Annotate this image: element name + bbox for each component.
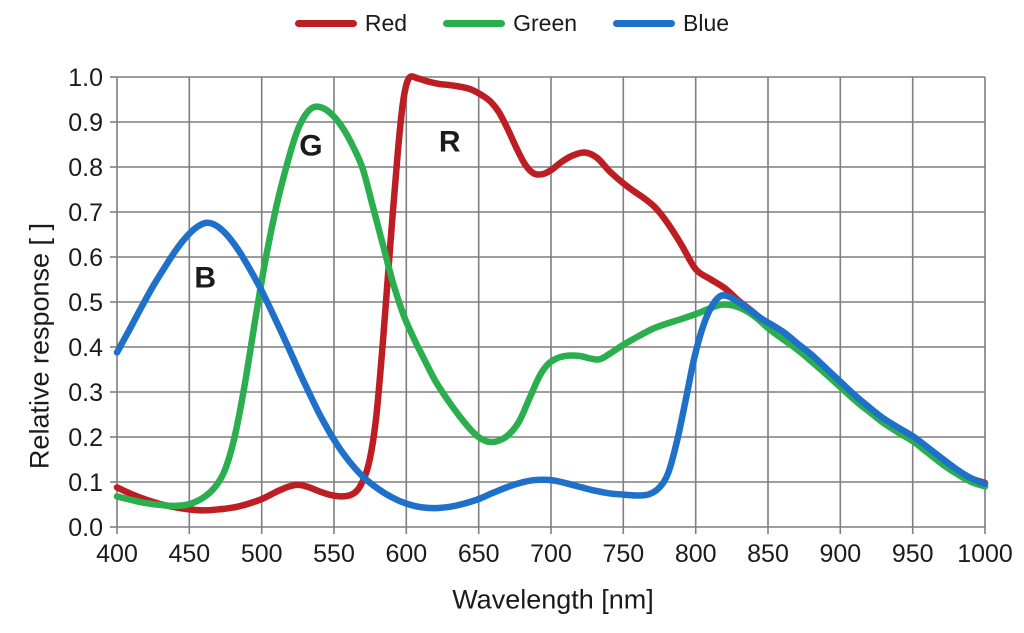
y-tick-label: 0.0 (68, 514, 103, 542)
series-line-blue (113, 219, 989, 512)
x-tick-label: 400 (96, 540, 138, 568)
y-tick-label: 0.3 (68, 379, 103, 407)
y-tick-label: 0.2 (68, 424, 103, 452)
x-tick-label: 950 (892, 540, 934, 568)
y-tick-label: 0.7 (68, 199, 103, 227)
legend: Red Green Blue (0, 8, 1024, 38)
y-tick-label: 0.9 (68, 109, 103, 137)
x-tick-label: 650 (458, 540, 500, 568)
legend-label: Blue (683, 9, 730, 36)
x-tick-label: 750 (602, 540, 644, 568)
legend-item-red: Red (294, 9, 408, 36)
legend-item-blue: Blue (613, 9, 730, 36)
legend-swatch-blue (613, 19, 676, 27)
curve-label-R: R (439, 125, 461, 158)
x-tick-label: 700 (530, 540, 572, 568)
legend-swatch-green (443, 19, 506, 27)
legend-label: Green (513, 9, 578, 36)
legend-swatch-red (294, 19, 357, 27)
x-tick-label: 450 (168, 540, 210, 568)
x-tick-label: 850 (747, 540, 789, 568)
y-tick-label: 0.5 (68, 289, 103, 317)
y-tick-label: 1.0 (68, 64, 103, 92)
y-axis-title: Relative response [ ] (24, 222, 55, 470)
series-line-green (113, 103, 989, 510)
x-tick-label: 600 (385, 540, 427, 568)
x-tick-label: 800 (675, 540, 717, 568)
x-tick-label: 900 (819, 540, 861, 568)
y-tick-label: 0.4 (68, 334, 103, 362)
x-axis-title: Wavelength [nm] (452, 584, 654, 615)
legend-item-green: Green (443, 9, 578, 36)
x-tick-label: 500 (241, 540, 283, 568)
x-tick-label: 550 (313, 540, 355, 568)
curve-label-G: G (299, 129, 322, 162)
curve-label-B: B (194, 262, 216, 295)
x-tick-label: 1000 (957, 540, 1013, 568)
legend-label: Red (364, 9, 408, 36)
y-tick-label: 0.8 (68, 154, 103, 182)
y-tick-label: 0.1 (68, 469, 103, 497)
y-tick-label: 0.6 (68, 244, 103, 272)
